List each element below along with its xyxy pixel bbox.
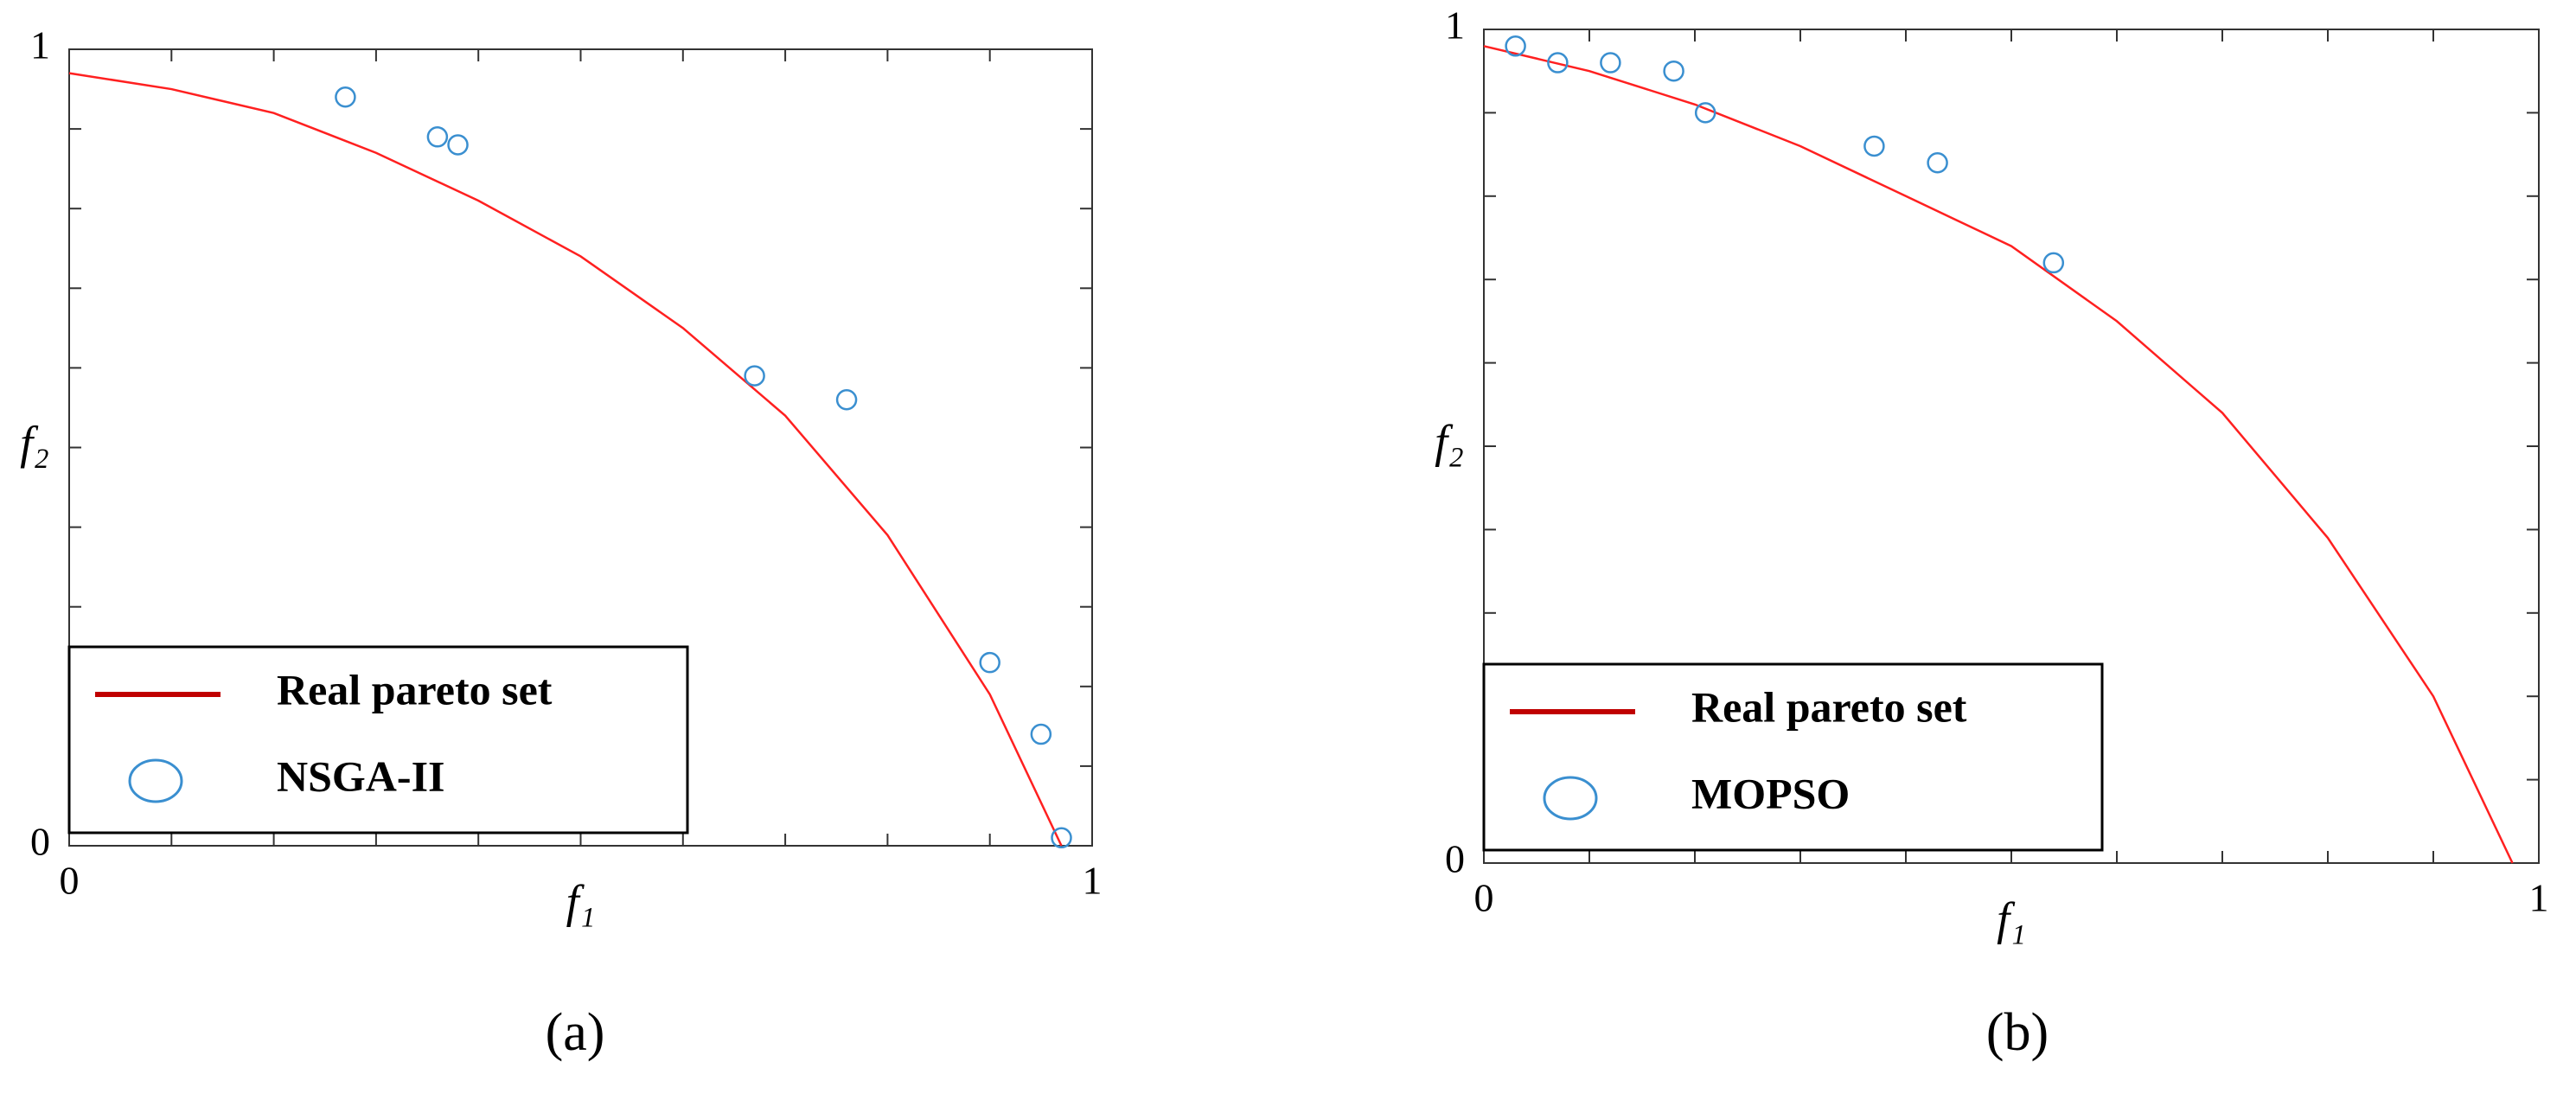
data-point	[1505, 35, 1526, 57]
data-point	[1547, 52, 1569, 74]
legend-label: Real pareto set	[1691, 682, 1967, 731]
legend-marker	[1543, 776, 1598, 821]
data-point	[1694, 102, 1716, 124]
pareto-line	[68, 72, 1063, 847]
x-axis-label: f₁	[566, 875, 596, 927]
x-tick-label: 1	[2529, 876, 2549, 920]
x-axis-label: f₁	[1997, 892, 2026, 944]
caption: (b)	[1986, 1003, 2049, 1062]
data-point	[1030, 723, 1052, 745]
data-point	[979, 651, 1000, 674]
y-axis-label: f₂	[20, 417, 49, 469]
legend-label: Real pareto set	[277, 665, 553, 713]
y-tick-label: 1	[30, 23, 50, 67]
pareto-line	[1483, 45, 2514, 864]
legend-box	[67, 645, 689, 835]
data-point	[744, 365, 765, 387]
data-point	[1051, 827, 1072, 849]
y-tick-label: 0	[30, 820, 50, 864]
legend-label: MOPSO	[1691, 769, 1850, 817]
legend-box	[1482, 662, 2104, 852]
data-point	[835, 388, 858, 411]
data-point	[1600, 52, 1621, 74]
y-axis-label: f₂	[1435, 415, 1464, 467]
x-tick-label: 1	[1083, 859, 1103, 903]
caption: (a)	[546, 1003, 605, 1062]
legend-marker	[128, 758, 183, 803]
y-tick-label: 0	[1445, 837, 1465, 881]
data-point	[1927, 151, 1948, 174]
y-tick-label: 1	[1445, 3, 1465, 48]
data-point	[335, 86, 356, 108]
data-point	[2042, 252, 2065, 274]
x-tick-label: 0	[1474, 876, 1494, 920]
data-point	[447, 134, 469, 156]
data-point	[1863, 135, 1885, 157]
legend-label: NSGA-II	[277, 751, 444, 800]
x-tick-label: 0	[60, 859, 80, 903]
data-point	[426, 126, 449, 148]
data-point	[1663, 60, 1684, 82]
